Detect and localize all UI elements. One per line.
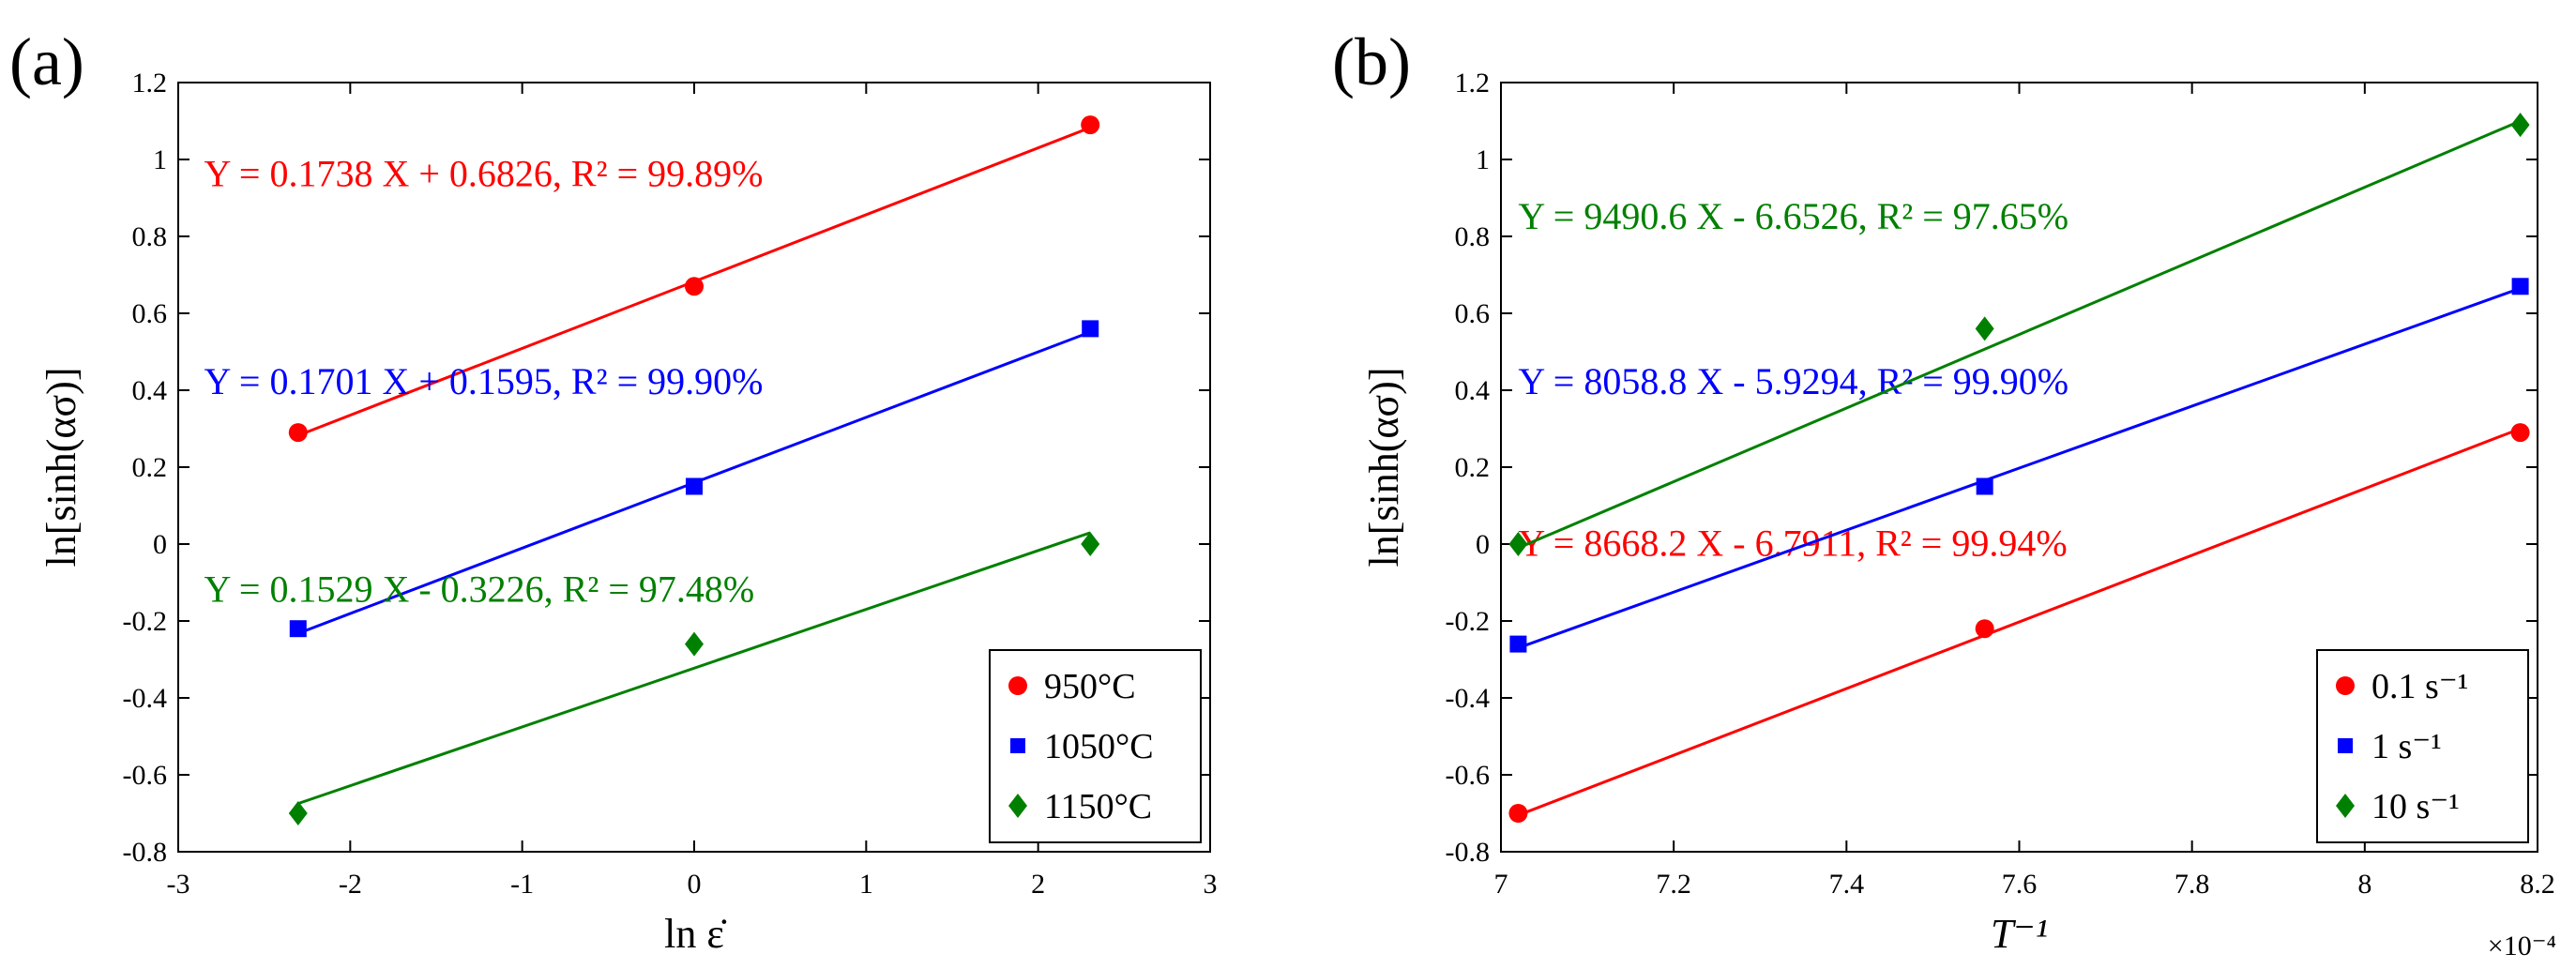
- data-point: [686, 477, 703, 495]
- legend-marker: [2338, 738, 2353, 753]
- panel-b: (b) 7 7.2 7.4 7.6 7.8 8 8.2 -0.8 -0.6 -0.4 -0.2 0 0.2…: [1332, 24, 2556, 961]
- y-tick-label: 0.4: [1455, 375, 1491, 406]
- x-tick-label: 3: [1204, 869, 1218, 900]
- fit-line: [1517, 119, 2522, 550]
- x-tick-label: 8: [2357, 869, 2371, 900]
- data-point: [1975, 619, 1994, 639]
- y-tick-label: -0.4: [1446, 683, 1491, 714]
- fit-equation: Y = 0.1701 X + 0.1595, R² = 99.90%: [205, 360, 764, 402]
- x-tick-label: -3: [167, 869, 190, 900]
- data-point: [685, 277, 704, 296]
- y-tick-label: 0.8: [132, 221, 168, 252]
- legend-marker: [1008, 794, 1027, 818]
- y-tick-label: 1.2: [132, 68, 168, 98]
- panel-label: (a): [9, 24, 84, 99]
- fit-line: [297, 531, 1091, 806]
- legend: 0.1 s⁻¹ 1 s⁻¹ 10 s⁻¹: [2316, 649, 2529, 843]
- x-tick-label: 7.2: [1656, 869, 1691, 900]
- data-point: [1976, 477, 1993, 495]
- y-tick-label: -0.2: [123, 606, 168, 637]
- panel-a: (a) -3 -2 -1 0 1 2 3 -0.8 -0.6 -0.4 -0.2 0 0.2 0.4 0.6 0…: [9, 24, 1218, 957]
- x-multiplier: ×10⁻⁴: [2488, 931, 2556, 961]
- legend-label: 1050°C: [1044, 727, 1154, 766]
- data-point: [685, 631, 704, 657]
- x-tick-label: 2: [1031, 869, 1045, 900]
- legend: 950°C 1050°C 1150°C: [989, 649, 1202, 843]
- data-point: [288, 423, 308, 443]
- panel-label: (b): [1332, 24, 1411, 99]
- y-tick-label: -0.6: [1446, 760, 1491, 791]
- y-tick-label: -0.2: [1446, 606, 1491, 637]
- x-tick-label: 1: [859, 869, 873, 900]
- y-tick-label: 0.8: [1455, 221, 1491, 252]
- x-tick-label: 7.4: [1829, 869, 1865, 900]
- x-axis-label: T⁻¹: [1991, 911, 2048, 957]
- legend-marker: [2336, 676, 2355, 695]
- fit-line: [1517, 427, 2522, 817]
- data-point: [2510, 113, 2530, 138]
- y-tick-label: -0.8: [1446, 837, 1491, 868]
- data-point: [289, 620, 307, 638]
- legend-label: 10 s⁻¹: [2371, 787, 2460, 826]
- x-tick-label: 7.8: [2174, 869, 2210, 900]
- y-tick-label: 1: [1476, 144, 1490, 175]
- x-tick-label: -1: [510, 869, 534, 900]
- legend-label: 0.1 s⁻¹: [2371, 667, 2468, 706]
- x-tick-label: 8.2: [2520, 869, 2555, 900]
- legend-label: 950°C: [1044, 667, 1136, 706]
- data-point: [1081, 115, 1100, 135]
- legend-marker: [1008, 676, 1027, 695]
- data-point: [1082, 320, 1099, 338]
- data-point: [1975, 316, 1994, 341]
- data-point: [2511, 278, 2529, 295]
- y-tick-label: -0.8: [123, 837, 168, 868]
- fit-equation: Y = 0.1529 X - 0.3226, R² = 97.48%: [205, 568, 755, 611]
- y-tick-label: 0: [153, 529, 167, 560]
- fit-line: [1517, 286, 2522, 650]
- legend-label: 1 s⁻¹: [2371, 727, 2442, 766]
- y-tick-label: 0.6: [132, 298, 168, 329]
- y-tick-label: -0.6: [123, 760, 168, 791]
- y-tick-label: 0: [1476, 529, 1490, 560]
- fit-equation: Y = 8668.2 X - 6.7911, R² = 99.94%: [1518, 522, 2067, 564]
- data-point: [1509, 635, 1527, 653]
- y-tick-label: -0.4: [123, 683, 168, 714]
- fit-equation: Y = 9490.6 X - 6.6526, R² = 97.65%: [1518, 195, 2068, 237]
- legend-label: 1150°C: [1044, 787, 1152, 826]
- data-point: [2510, 423, 2530, 443]
- y-tick-label: 0.4: [132, 375, 168, 406]
- y-axis-label: ln[sinh(ασ)]: [1361, 368, 1407, 568]
- fit-equation: Y = 0.1738 X + 0.6826, R² = 99.89%: [205, 153, 764, 195]
- data-point: [288, 801, 308, 825]
- x-tick-label: 0: [688, 869, 702, 900]
- y-axis-label: ln[sinh(ασ)]: [38, 368, 84, 568]
- x-tick-label: -2: [339, 869, 362, 900]
- y-tick-label: 0.2: [1455, 452, 1491, 483]
- legend-marker: [2336, 794, 2355, 818]
- x-axis-label: ln ε̇: [664, 911, 727, 957]
- data-point: [1508, 532, 1528, 556]
- y-tick-label: 1: [153, 144, 167, 175]
- y-tick-label: 1.2: [1455, 68, 1491, 98]
- y-tick-label: 0.6: [1455, 298, 1491, 329]
- data-point: [1081, 532, 1100, 556]
- x-tick-label: 7.6: [2002, 869, 2038, 900]
- y-tick-label: 0.2: [132, 452, 168, 483]
- data-point: [1508, 804, 1528, 823]
- legend-marker: [1010, 738, 1025, 753]
- fit-equation: Y = 8058.8 X - 5.9294, R² = 99.90%: [1518, 360, 2068, 402]
- x-tick-label: 7: [1494, 869, 1508, 900]
